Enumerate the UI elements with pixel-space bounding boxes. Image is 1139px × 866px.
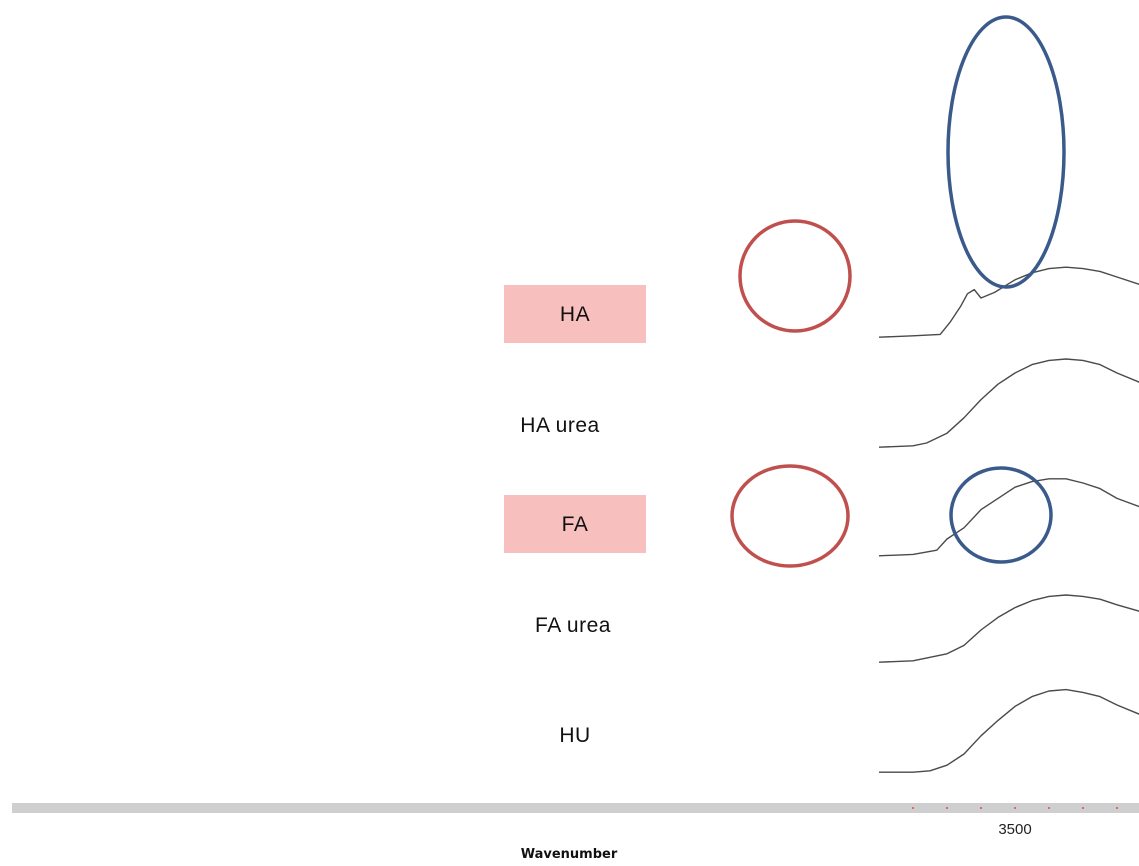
x-tick-label-3500: 3500	[998, 821, 1031, 838]
peak-annotations	[730, 15, 1066, 568]
series-label-hu: HU	[559, 724, 590, 747]
series-label-ha: HA	[560, 303, 590, 326]
trace-fa-urea	[878, 594, 1139, 663]
annotation-circle-ha-1630	[738, 219, 852, 333]
spectra-traces	[878, 266, 1139, 773]
trace-ha	[878, 266, 1139, 338]
label-highlight-fa	[504, 495, 646, 553]
x-minor-tick	[912, 807, 914, 809]
trace-ha-urea	[878, 358, 1139, 448]
x-minor-tick	[1048, 807, 1050, 809]
annotation-circle-fa-1045	[949, 466, 1053, 564]
series-label-fa-urea: FA urea	[535, 614, 611, 637]
label-highlight-layer	[504, 285, 646, 553]
annotation-circle-fa-1630	[730, 464, 850, 568]
x-minor-tick	[1014, 807, 1016, 809]
x-minor-tick	[946, 807, 948, 809]
series-label-fa: FA	[562, 513, 589, 536]
label-highlight-ha	[504, 285, 646, 343]
series-label-ha-urea: HA urea	[520, 414, 599, 437]
x-axis-bar	[12, 803, 1139, 813]
x-axis-title: Wavenumber	[521, 847, 618, 862]
x-axis: 350030002500200015001000	[12, 803, 1139, 838]
series-labels: HA HA urea FA FA urea HU	[520, 303, 611, 747]
annotation-ellipse-ha-1010	[946, 15, 1066, 289]
x-minor-tick	[1082, 807, 1084, 809]
x-minor-tick	[1116, 807, 1118, 809]
x-minor-tick	[980, 807, 982, 809]
trace-fa	[878, 478, 1139, 557]
